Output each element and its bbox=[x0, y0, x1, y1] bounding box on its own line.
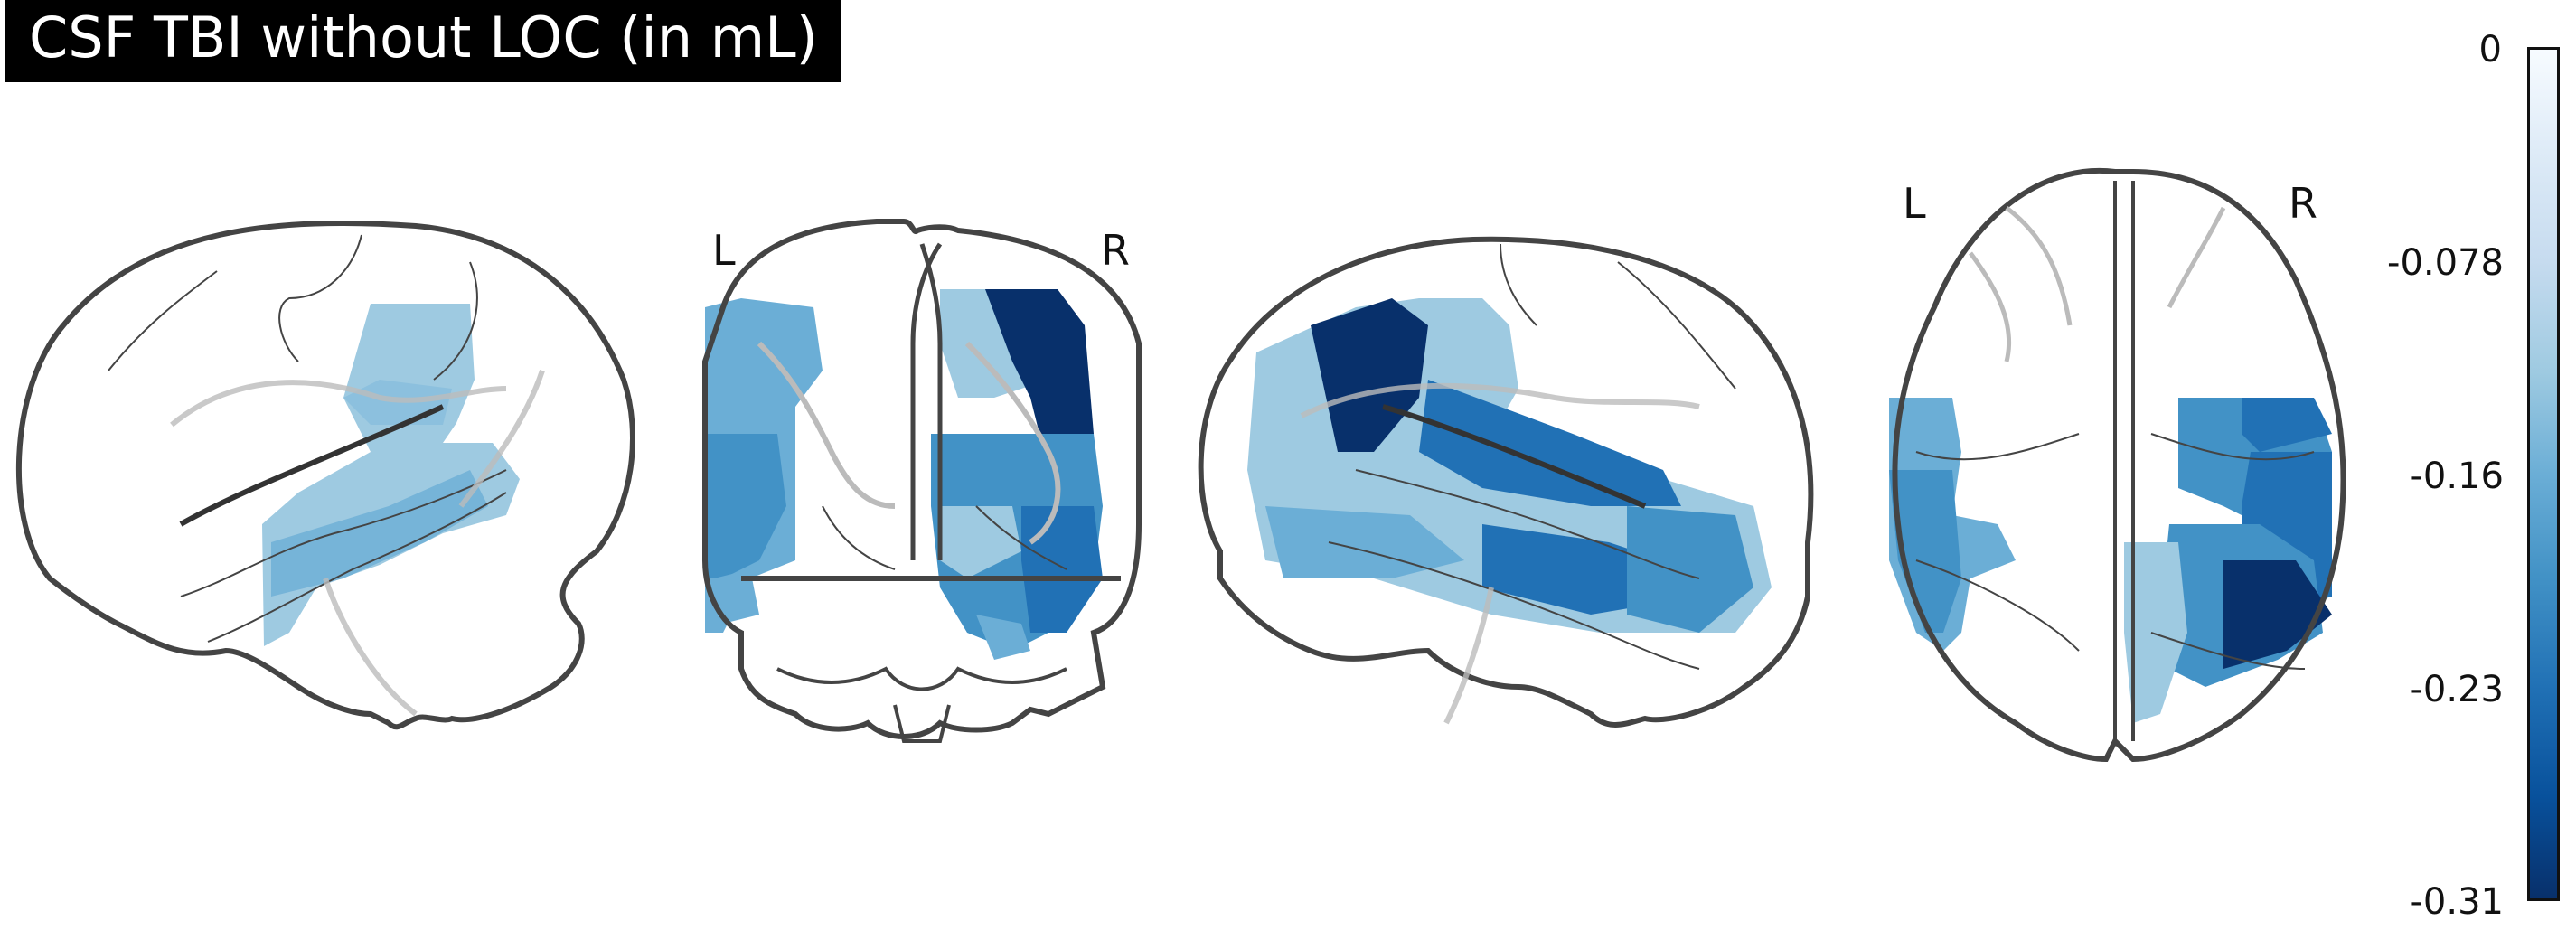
axial-brain bbox=[1889, 167, 2346, 763]
colorbar bbox=[2527, 47, 2560, 901]
coronal-right-label: R bbox=[1101, 226, 1130, 275]
figure-title: CSF TBI without LOC (in mL) bbox=[5, 0, 841, 82]
colorbar-tick-4: -0.31 bbox=[2410, 881, 2505, 923]
sagittal-right-brain bbox=[1198, 236, 1814, 728]
axial-left-label: L bbox=[1903, 179, 1926, 228]
colorbar-tick-1: -0.078 bbox=[2387, 242, 2504, 284]
coronal-brain bbox=[702, 219, 1142, 743]
axial-right-label: R bbox=[2289, 179, 2317, 228]
coronal-left-label: L bbox=[712, 226, 736, 275]
sagittal-left-brain bbox=[15, 221, 635, 730]
colorbar-tick-0: 0 bbox=[2478, 29, 2502, 70]
coronal-view: L R bbox=[669, 0, 1175, 949]
colorbar-tick-2: -0.16 bbox=[2410, 456, 2505, 497]
sagittal-right-view bbox=[1193, 0, 1844, 949]
axial-view: L R bbox=[1862, 0, 2368, 949]
sagittal-left-view bbox=[0, 0, 651, 949]
colorbar-tick-3: -0.23 bbox=[2410, 669, 2505, 710]
